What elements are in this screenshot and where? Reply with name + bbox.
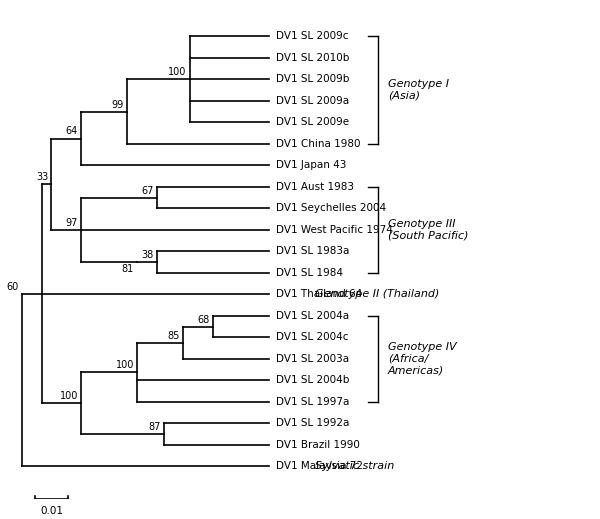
Text: 100: 100 [116, 360, 134, 370]
Text: DV1 SL 2009c: DV1 SL 2009c [276, 32, 349, 42]
Text: 33: 33 [36, 172, 48, 182]
Text: Genotype I
(Asia): Genotype I (Asia) [388, 79, 449, 101]
Text: Genotype III
(South Pacific): Genotype III (South Pacific) [388, 219, 469, 241]
Text: DV1 SL 1997a: DV1 SL 1997a [276, 397, 349, 407]
Text: 68: 68 [197, 315, 210, 324]
Text: DV1 China 1980: DV1 China 1980 [276, 139, 361, 149]
Text: DV1 Japan 43: DV1 Japan 43 [276, 160, 346, 170]
Text: 38: 38 [142, 250, 154, 260]
Text: DV1 SL 1983a: DV1 SL 1983a [276, 247, 349, 256]
Text: 97: 97 [65, 218, 78, 228]
Text: DV1 SL 1984: DV1 SL 1984 [276, 268, 343, 278]
Text: 0.01: 0.01 [40, 506, 63, 516]
Text: DV1 SL 2009a: DV1 SL 2009a [276, 96, 349, 106]
Text: DV1 Malaysia 72: DV1 Malaysia 72 [276, 461, 363, 471]
Text: 99: 99 [112, 100, 124, 110]
Text: DV1 Brazil 1990: DV1 Brazil 1990 [276, 440, 359, 450]
Text: 67: 67 [142, 186, 154, 196]
Text: Sylvatic strain: Sylvatic strain [316, 461, 395, 471]
Text: DV1 West Pacific 1974: DV1 West Pacific 1974 [276, 225, 392, 235]
Text: Genotype II (Thailand): Genotype II (Thailand) [316, 290, 440, 299]
Text: DV1 SL 2003a: DV1 SL 2003a [276, 354, 349, 364]
Text: 100: 100 [169, 67, 187, 77]
Text: Genotype IV
(Africa/
Americas): Genotype IV (Africa/ Americas) [388, 343, 457, 376]
Text: DV1 SL 2009e: DV1 SL 2009e [276, 117, 349, 128]
Text: DV1 SL 2004c: DV1 SL 2004c [276, 333, 349, 343]
Text: DV1 SL 2009b: DV1 SL 2009b [276, 74, 349, 85]
Text: 81: 81 [122, 264, 134, 275]
Text: 64: 64 [65, 127, 78, 136]
Text: DV1 SL 2010b: DV1 SL 2010b [276, 53, 349, 63]
Text: DV1 Aust 1983: DV1 Aust 1983 [276, 182, 354, 192]
Text: 60: 60 [6, 282, 19, 292]
Text: DV1 SL 1992a: DV1 SL 1992a [276, 418, 349, 429]
Text: DV1 SL 2004a: DV1 SL 2004a [276, 311, 349, 321]
Text: 85: 85 [168, 331, 180, 340]
Text: 87: 87 [148, 422, 160, 432]
Text: DV1 Thailand 64: DV1 Thailand 64 [276, 290, 362, 299]
Text: DV1 SL 2004b: DV1 SL 2004b [276, 375, 349, 386]
Text: 100: 100 [59, 391, 78, 401]
Text: DV1 Seychelles 2004: DV1 Seychelles 2004 [276, 203, 386, 213]
